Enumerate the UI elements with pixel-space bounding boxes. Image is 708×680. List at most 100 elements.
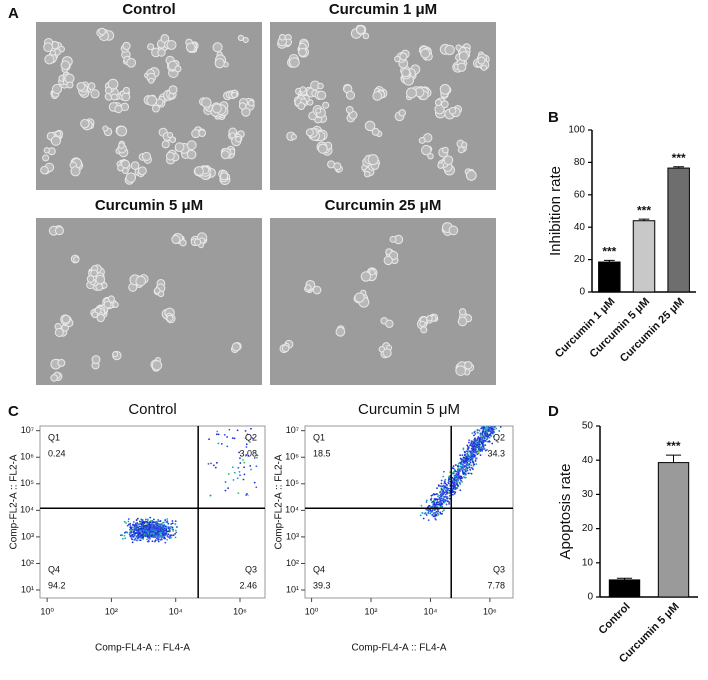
bar (608, 579, 641, 598)
event-dot (462, 456, 465, 459)
event-dot (459, 462, 462, 465)
y-tick-label: 10⁶ (285, 452, 299, 462)
event-dot (478, 447, 481, 450)
cell (229, 132, 236, 139)
event-dot (160, 538, 163, 541)
cell (166, 39, 177, 50)
event-dot (488, 436, 491, 439)
cell (49, 49, 56, 56)
cell (43, 42, 54, 53)
y-tick-label: 50 (582, 421, 594, 432)
event-dot (464, 470, 467, 473)
event-dot (247, 494, 249, 497)
cell (464, 361, 473, 370)
event-dot (448, 500, 450, 503)
event-dot (133, 539, 136, 541)
event-dot (136, 517, 139, 520)
event-dot (157, 538, 160, 540)
event-dot (134, 537, 137, 540)
event-dot (162, 528, 165, 531)
event-dot (446, 491, 449, 494)
cell (40, 165, 49, 175)
event-dot (457, 468, 460, 471)
cell (444, 44, 455, 56)
event-dot (456, 487, 459, 489)
event-dot (147, 531, 149, 534)
event-dot (446, 487, 449, 490)
event-dot (136, 522, 139, 524)
cell (461, 141, 468, 148)
event-dot (132, 523, 134, 526)
significance: *** (637, 203, 651, 217)
cell (418, 137, 426, 144)
x-tick-label: Curcumin 1 μM (553, 296, 618, 361)
event-dot (433, 509, 436, 511)
event-dot (134, 532, 137, 535)
cell (298, 47, 307, 57)
event-dot (477, 436, 480, 438)
event-dot (468, 472, 471, 475)
cell (51, 83, 63, 95)
event-dot (484, 439, 487, 442)
event-dot (245, 454, 248, 456)
cell (406, 87, 417, 99)
event-dot (429, 512, 432, 515)
event-dot (242, 459, 244, 461)
cell (401, 67, 411, 78)
cell (107, 78, 119, 90)
event-dot (482, 441, 485, 444)
cell (214, 58, 225, 69)
event-dot (135, 524, 138, 527)
event-dot (145, 531, 148, 534)
event-dot (473, 448, 476, 451)
event-dot (150, 520, 152, 522)
cell (151, 360, 163, 371)
event-dot (147, 533, 150, 536)
cell (399, 52, 408, 61)
cell (125, 172, 137, 183)
cell (90, 269, 98, 278)
event-dot (457, 475, 460, 478)
quadrant-value: 7.78 (487, 580, 505, 590)
event-dot (214, 466, 217, 469)
event-dot (436, 493, 438, 495)
cell (442, 146, 449, 154)
y-tick-label: 10² (286, 558, 299, 568)
bar (657, 462, 690, 598)
event-dot (145, 521, 148, 523)
cell (372, 91, 383, 101)
event-dot (244, 429, 247, 432)
event-dot (476, 444, 479, 446)
event-dot (469, 460, 471, 463)
event-dot (125, 522, 127, 524)
cell (118, 142, 125, 149)
event-dot (462, 472, 465, 475)
event-dot (482, 430, 485, 433)
event-dot (453, 477, 456, 479)
event-dot (466, 461, 469, 464)
event-dot (228, 428, 231, 431)
event-dot (141, 530, 144, 533)
cell (122, 167, 129, 175)
event-dot (243, 473, 246, 476)
quadrant-value: 2.46 (239, 580, 257, 590)
quadrant-name: Q3 (493, 564, 505, 574)
event-dot (475, 463, 478, 465)
event-dot (142, 537, 145, 540)
event-dot (465, 467, 468, 470)
event-dot (217, 433, 220, 436)
bar (667, 167, 690, 293)
cell (333, 162, 342, 171)
event-dot (253, 457, 256, 459)
event-dot (127, 518, 130, 520)
x-tick-label: 10² (105, 606, 118, 616)
cell (148, 77, 155, 84)
cell (439, 83, 451, 95)
cell (194, 166, 204, 176)
event-dot (467, 456, 470, 459)
event-dot (443, 481, 446, 484)
event-dot (446, 497, 449, 500)
event-dot (162, 526, 164, 528)
event-dot (458, 470, 461, 473)
